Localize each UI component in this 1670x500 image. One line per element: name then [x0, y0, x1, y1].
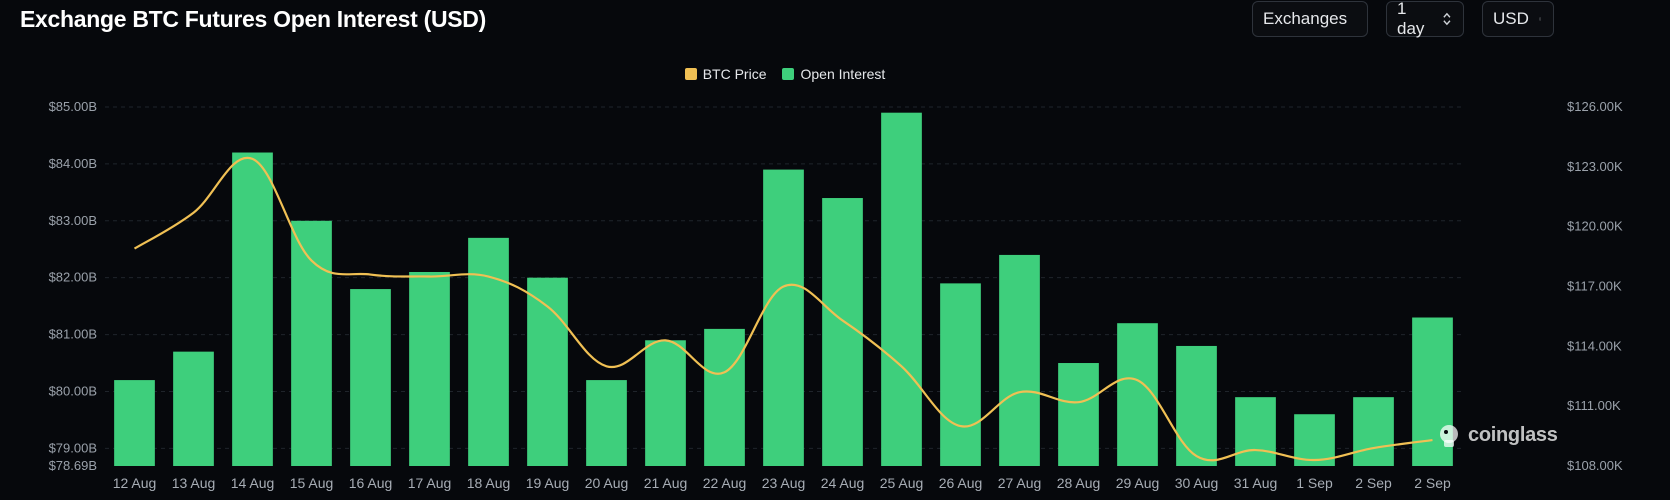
x-tick-label: 30 Aug	[1175, 475, 1219, 491]
coinglass-logo-icon	[1440, 425, 1458, 447]
x-tick-label: 2 Sep	[1414, 475, 1451, 491]
y-right-tick-label: $123.00K	[1567, 159, 1623, 174]
x-tick-label: 19 Aug	[526, 475, 570, 491]
x-tick-label: 15 Aug	[290, 475, 334, 491]
y-left-tick-label: $81.00B	[49, 327, 97, 342]
bar-open-interest	[1058, 363, 1099, 466]
btc-price-line	[133, 156, 1433, 462]
x-tick-label: 18 Aug	[467, 475, 511, 491]
x-tick-label: 24 Aug	[821, 475, 865, 491]
y-left-tick-label: $82.00B	[49, 270, 97, 285]
x-tick-label: 28 Aug	[1057, 475, 1101, 491]
interval-select[interactable]: 1 day	[1386, 0, 1464, 38]
x-tick-label: 22 Aug	[703, 475, 747, 491]
legend-label-btc-price: BTC Price	[702, 66, 767, 82]
x-tick-label: 27 Aug	[998, 475, 1042, 491]
y-left-tick-label: $84.00B	[49, 156, 97, 171]
bar-open-interest	[763, 169, 804, 467]
bar-open-interest	[586, 380, 627, 466]
x-tick-label: 13 Aug	[172, 475, 216, 491]
bar-open-interest	[1176, 345, 1217, 466]
y-right-tick-label: $120.00K	[1567, 219, 1623, 234]
y-right-tick-label: $114.00K	[1567, 338, 1622, 353]
y-left-tick-label: $80.00B	[49, 383, 97, 398]
bar-open-interest	[1353, 397, 1394, 466]
x-tick-label: 29 Aug	[1116, 475, 1160, 491]
legend-label-open-interest: Open Interest	[800, 66, 886, 82]
coinglass-watermark: coinglass	[1436, 422, 1558, 448]
x-tick-label: 16 Aug	[349, 475, 393, 491]
y-right-tick-label: $111.00K	[1567, 398, 1621, 413]
y-right-tick-label: $117.00K	[1567, 279, 1622, 294]
x-tick-label: 12 Aug	[113, 475, 157, 491]
bar-open-interest	[232, 152, 273, 466]
x-tick-label: 17 Aug	[408, 475, 452, 491]
bar-open-interest	[114, 380, 155, 466]
x-tick-label: 23 Aug	[762, 475, 806, 491]
x-tick-label: 2 Sep	[1355, 475, 1392, 491]
x-tick-label: 25 Aug	[880, 475, 924, 491]
watermark-text: coinglass	[1468, 423, 1558, 446]
bar-open-interest	[1294, 414, 1335, 466]
legend-item-btc-price[interactable]: BTC Price	[684, 66, 767, 82]
updown-chevron-icon	[1538, 17, 1541, 21]
bar-open-interest	[409, 271, 450, 466]
bar-open-interest	[468, 237, 509, 466]
bar-open-interest	[1117, 323, 1158, 466]
y-left-tick-label: $79.00B	[49, 440, 97, 455]
bar-open-interest	[173, 351, 214, 466]
updown-chevron-icon	[1443, 12, 1451, 26]
bar-open-interest	[822, 198, 863, 467]
page-title: Exchange BTC Futures Open Interest (USD)	[20, 6, 486, 32]
interval-select-value: 1 day	[1397, 0, 1425, 38]
y-right-tick-label: $108.00K	[1567, 458, 1623, 473]
y-right-tick-label: $126.00K	[1567, 99, 1623, 114]
currency-select[interactable]: USD	[1482, 1, 1554, 37]
y-left-tick-label: $85.00B	[49, 99, 97, 114]
bar-open-interest	[704, 328, 745, 466]
x-tick-label: 31 Aug	[1234, 475, 1278, 491]
legend-swatch-open-interest	[782, 68, 795, 80]
bar-open-interest	[881, 112, 922, 466]
currency-select-value: USD	[1493, 9, 1529, 28]
bar-open-interest	[645, 340, 686, 466]
x-tick-label: 20 Aug	[585, 475, 629, 491]
y-left-tick-label: $83.00B	[49, 213, 97, 228]
bar-open-interest	[940, 283, 981, 466]
y-left-tick-label: $78.69B	[49, 458, 97, 473]
x-tick-label: 21 Aug	[644, 475, 688, 491]
exchanges-select[interactable]: Exchanges	[1252, 1, 1368, 37]
exchanges-select-value: Exchanges	[1263, 9, 1348, 28]
bar-open-interest	[527, 277, 568, 466]
x-tick-label: 14 Aug	[231, 475, 275, 491]
bar-open-interest	[291, 220, 332, 466]
bar-open-interest	[350, 289, 391, 466]
x-tick-label: 1 Sep	[1296, 475, 1333, 491]
legend-swatch-btc-price	[684, 68, 697, 80]
x-tick-label: 26 Aug	[939, 475, 983, 491]
legend-item-open-interest[interactable]: Open Interest	[782, 66, 885, 82]
chart-legend: BTC Price Open Interest	[0, 66, 1620, 82]
bar-open-interest	[1235, 397, 1276, 466]
bar-open-interest	[999, 254, 1040, 466]
